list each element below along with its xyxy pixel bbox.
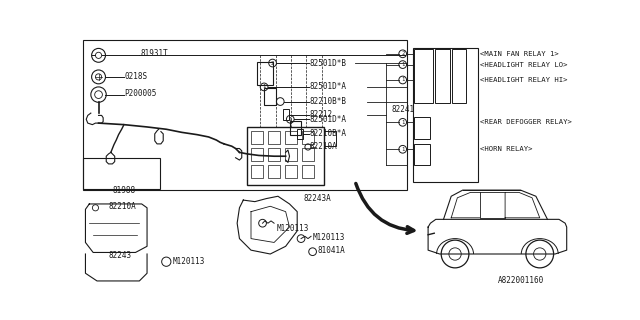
Text: <HEADLIGHT RELAY LO>: <HEADLIGHT RELAY LO> — [480, 61, 567, 68]
Text: 82501D*A: 82501D*A — [310, 115, 346, 124]
Text: M120113: M120113 — [172, 257, 205, 266]
Text: 82241: 82241 — [391, 105, 414, 114]
Bar — [302, 148, 314, 161]
Text: 81041A: 81041A — [318, 246, 346, 255]
Text: <REAR DEFOGGER RELAY>: <REAR DEFOGGER RELAY> — [480, 119, 572, 125]
Bar — [414, 49, 433, 103]
Bar — [251, 131, 263, 144]
Bar — [285, 131, 297, 144]
Text: 82210B*A: 82210B*A — [310, 129, 346, 138]
Bar — [247, 127, 324, 185]
Text: 82243: 82243 — [109, 251, 132, 260]
Text: 2: 2 — [271, 60, 274, 66]
Text: 82210A: 82210A — [109, 202, 136, 211]
Bar — [264, 88, 276, 105]
Text: 1: 1 — [401, 77, 404, 83]
Bar — [283, 109, 289, 120]
Text: 1: 1 — [401, 120, 404, 125]
Text: P200005: P200005 — [125, 89, 157, 98]
Text: 82501D*B: 82501D*B — [310, 59, 346, 68]
Bar — [297, 129, 303, 139]
Text: 82212: 82212 — [310, 110, 333, 119]
Text: 81988: 81988 — [113, 186, 136, 195]
Text: 82243A: 82243A — [303, 194, 331, 203]
Bar — [414, 144, 429, 165]
Text: 82210B*B: 82210B*B — [310, 97, 346, 106]
Text: <HEADLIGHT RELAY HI>: <HEADLIGHT RELAY HI> — [480, 77, 567, 83]
Text: <MAIN FAN RELAY 1>: <MAIN FAN RELAY 1> — [480, 51, 559, 57]
Bar — [302, 131, 314, 144]
Text: 0218S: 0218S — [125, 72, 148, 81]
Bar — [83, 158, 160, 188]
Bar — [435, 49, 451, 103]
Text: 2: 2 — [401, 51, 404, 56]
Bar — [251, 148, 263, 161]
Text: <HORN RELAY>: <HORN RELAY> — [480, 146, 532, 152]
Text: 1: 1 — [401, 62, 404, 67]
Text: 82501D*A: 82501D*A — [310, 83, 346, 92]
Bar — [285, 165, 297, 178]
Text: 1: 1 — [289, 117, 292, 122]
Bar — [251, 165, 263, 178]
Bar — [452, 49, 466, 103]
Text: M120113: M120113 — [276, 224, 308, 233]
Bar — [285, 148, 297, 161]
Bar — [324, 131, 336, 146]
Text: 82210A: 82210A — [310, 142, 337, 151]
Text: 81931T: 81931T — [140, 49, 168, 58]
Bar — [268, 131, 280, 144]
Bar — [268, 165, 280, 178]
Text: 1: 1 — [401, 147, 404, 152]
Bar — [268, 148, 280, 161]
Bar — [302, 165, 314, 178]
Bar — [291, 121, 301, 135]
Text: A822001160: A822001160 — [497, 276, 543, 285]
Bar — [413, 48, 478, 182]
Bar — [257, 61, 273, 84]
Bar — [83, 40, 406, 190]
Text: M120113: M120113 — [312, 233, 345, 242]
Bar — [414, 117, 429, 139]
Text: 1: 1 — [262, 84, 266, 89]
